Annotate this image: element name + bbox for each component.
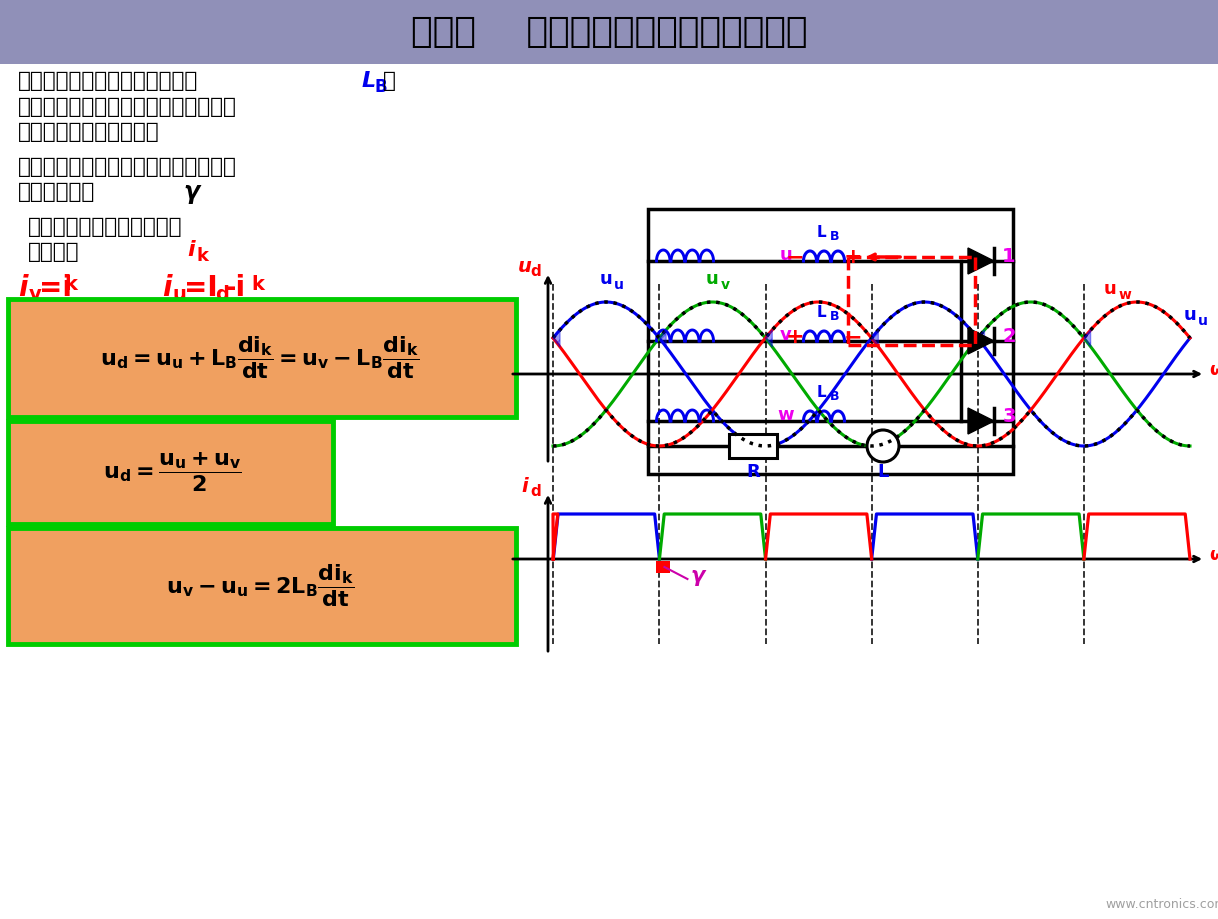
Text: L: L — [816, 305, 826, 320]
Text: u: u — [706, 270, 719, 288]
Text: B: B — [829, 310, 839, 323]
Text: 生一环流: 生一环流 — [28, 242, 79, 262]
Text: +: + — [844, 247, 862, 267]
Bar — [648, 209, 1013, 474]
Circle shape — [867, 430, 899, 462]
Text: u: u — [1184, 306, 1196, 324]
Text: v: v — [29, 285, 41, 303]
Text: i: i — [188, 240, 195, 260]
Text: w: w — [777, 406, 794, 424]
Text: 3: 3 — [1002, 406, 1016, 425]
Text: 一段时间，不能瞬时完成: 一段时间，不能瞬时完成 — [18, 122, 160, 142]
Text: 1: 1 — [1002, 246, 1016, 266]
Text: L: L — [877, 463, 889, 481]
Text: ωt: ωt — [1209, 361, 1218, 379]
Text: B: B — [829, 390, 839, 403]
Text: 示，由于漏感存在，使电流换向要经过: 示，由于漏感存在，使电流换向要经过 — [18, 97, 236, 117]
Text: B: B — [374, 78, 386, 96]
Text: k: k — [197, 247, 209, 265]
Text: 表: 表 — [382, 71, 396, 91]
Polygon shape — [968, 328, 994, 354]
Text: $\mathbf{u_d = \dfrac{u_u + u_v}{2}}$: $\mathbf{u_d = \dfrac{u_u + u_v}{2}}$ — [102, 450, 241, 494]
Text: u: u — [1199, 314, 1208, 328]
Text: 变压器绕组漏感可以用一个电感: 变压器绕组漏感可以用一个电感 — [18, 71, 199, 91]
Text: i: i — [162, 274, 172, 302]
Text: u: u — [614, 278, 624, 292]
Text: γ: γ — [183, 180, 199, 204]
Bar — [9, 299, 516, 417]
Text: u: u — [780, 246, 793, 264]
Bar — [9, 528, 516, 644]
Text: v: v — [720, 278, 730, 292]
Text: u: u — [1104, 279, 1117, 298]
Bar — [0, 0, 1218, 64]
Text: −: − — [844, 327, 862, 347]
Polygon shape — [968, 408, 994, 434]
Text: 换相过程所对应的时间用电角度表示，: 换相过程所对应的时间用电角度表示， — [18, 157, 236, 177]
Text: −: − — [786, 247, 804, 267]
Text: u: u — [518, 256, 532, 276]
Text: R: R — [747, 463, 760, 481]
Text: d: d — [216, 285, 229, 303]
Text: L: L — [816, 385, 826, 400]
Text: L: L — [816, 225, 826, 240]
Text: L: L — [362, 71, 376, 91]
Bar — [730, 434, 777, 458]
Text: -i: -i — [225, 274, 246, 302]
Text: 在换相过程中，两相回路产: 在换相过程中，两相回路产 — [28, 217, 183, 237]
Text: 2: 2 — [1002, 326, 1016, 346]
Text: =i: =i — [39, 274, 72, 302]
Text: +: + — [786, 327, 804, 347]
Bar — [657, 561, 670, 573]
Text: γ: γ — [691, 566, 704, 586]
Text: u: u — [599, 270, 613, 288]
Text: B: B — [829, 230, 839, 243]
Text: 第四节    变压器漏抗对整流电路的影响: 第四节 变压器漏抗对整流电路的影响 — [410, 15, 808, 49]
Text: $\mathbf{u_v - u_u = 2L_B\dfrac{di_k}{dt}}$: $\mathbf{u_v - u_u = 2L_B\dfrac{di_k}{dt… — [166, 562, 354, 609]
Text: v: v — [780, 326, 792, 344]
Bar — [9, 421, 333, 524]
Text: i: i — [521, 476, 529, 495]
Text: ωt: ωt — [1209, 546, 1218, 564]
Text: w: w — [1118, 288, 1132, 301]
Text: 叫换向重叠角: 叫换向重叠角 — [18, 182, 95, 202]
Text: d: d — [531, 484, 541, 500]
Text: i: i — [18, 274, 28, 302]
Text: d: d — [531, 265, 541, 279]
Text: k: k — [65, 275, 77, 294]
Text: www.cntronics.com: www.cntronics.com — [1105, 898, 1218, 911]
Text: k: k — [251, 275, 264, 294]
Text: $\mathbf{u_d = u_u + L_B\dfrac{di_k}{dt} = u_v - L_B\dfrac{di_k}{dt}}$: $\mathbf{u_d = u_u + L_B\dfrac{di_k}{dt}… — [100, 335, 420, 381]
Text: =I: =I — [184, 274, 218, 302]
Text: u: u — [173, 285, 186, 303]
Polygon shape — [968, 248, 994, 274]
